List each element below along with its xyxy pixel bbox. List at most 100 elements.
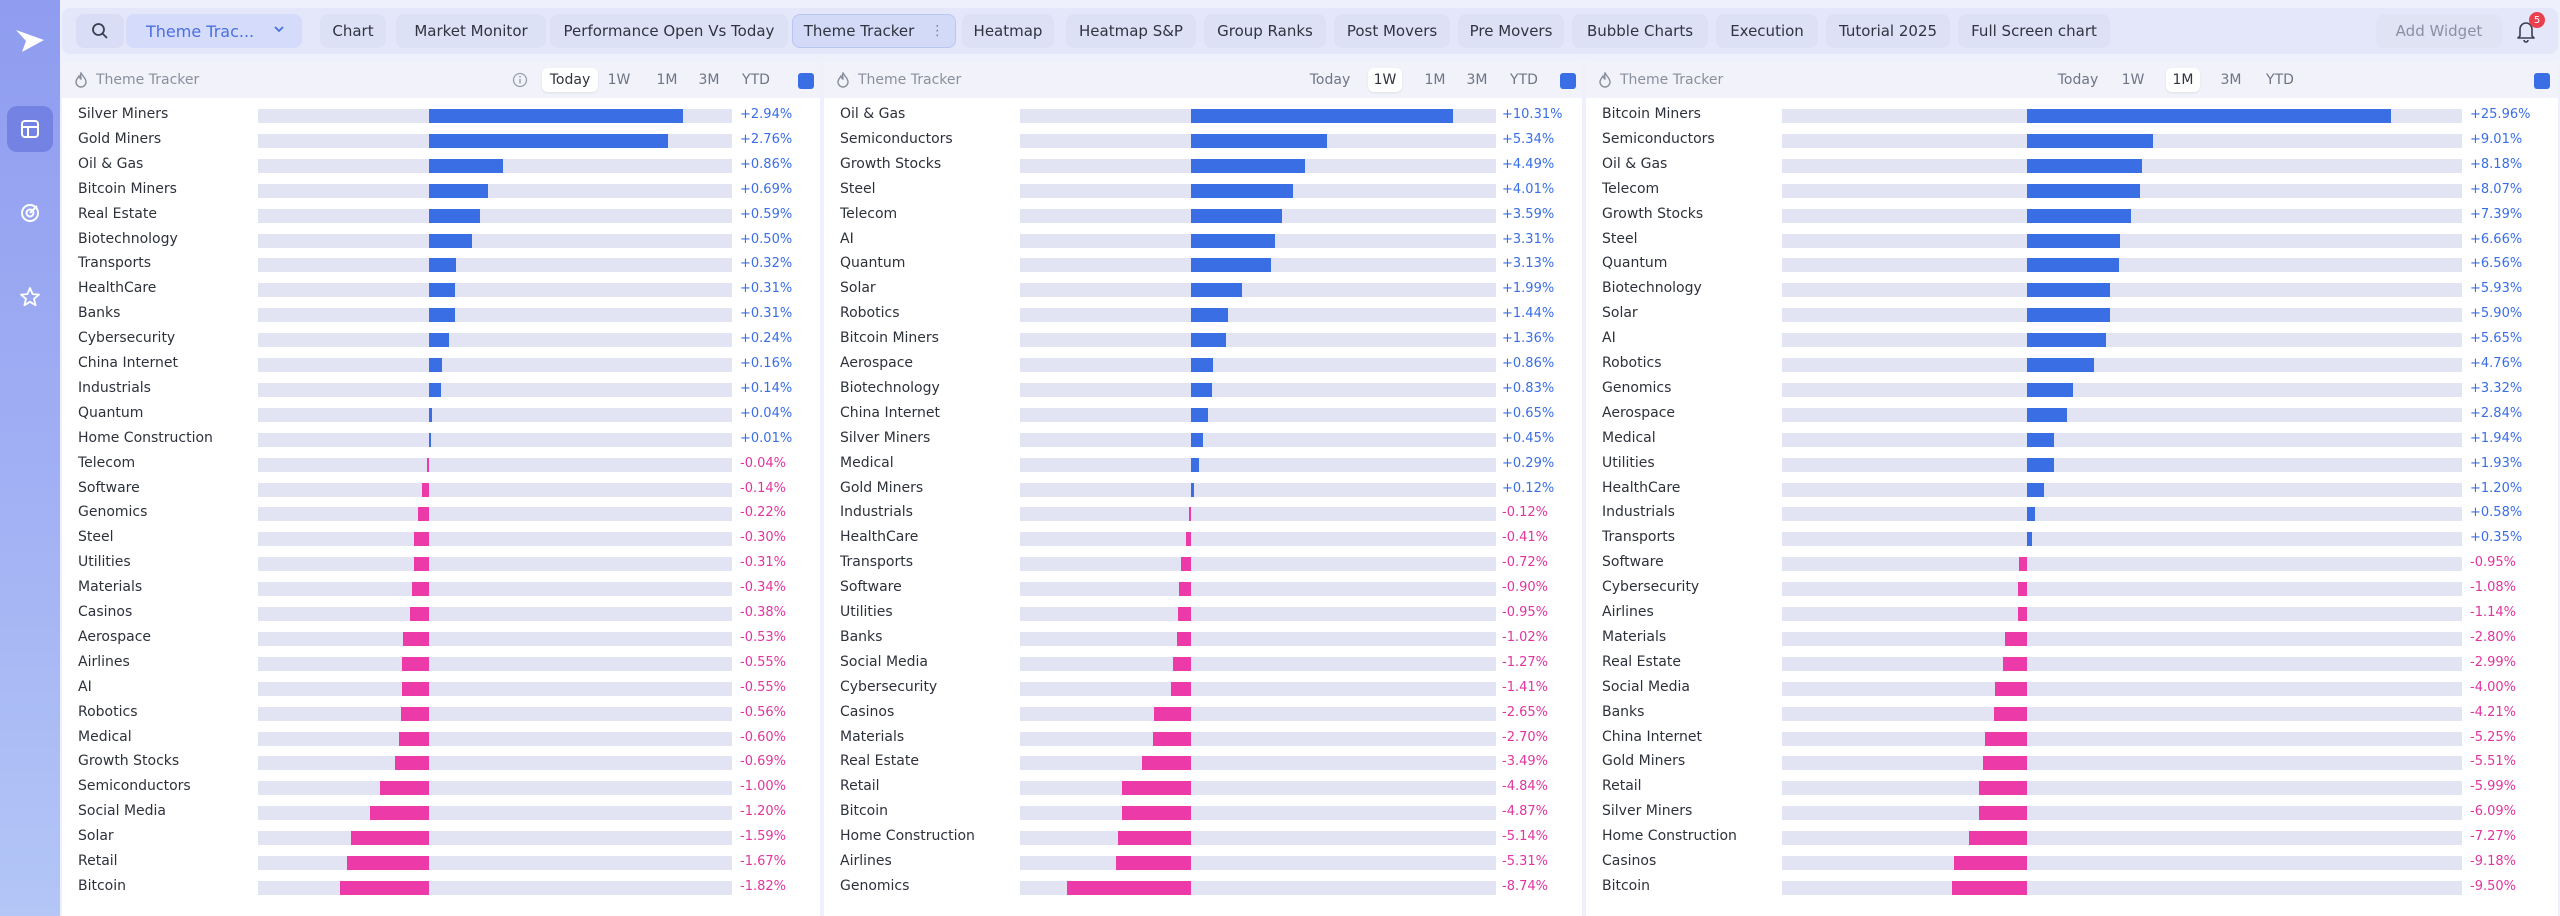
theme-name[interactable]: Biotechnology xyxy=(840,379,940,396)
theme-name[interactable]: Cybersecurity xyxy=(1602,579,1700,596)
tab-theme-tracker[interactable]: Theme Tracker ⋮ xyxy=(792,14,956,48)
theme-name[interactable]: Robotics xyxy=(78,703,138,720)
info-icon[interactable] xyxy=(512,72,528,88)
tab-heatmap[interactable]: Heatmap xyxy=(962,14,1054,48)
theme-name[interactable]: Bitcoin xyxy=(1602,877,1651,894)
theme-name[interactable]: Biotechnology xyxy=(78,230,178,247)
timeframe-3m[interactable]: 3M xyxy=(1466,72,1488,88)
theme-name[interactable]: Solar xyxy=(1602,305,1638,322)
theme-name[interactable]: China Internet xyxy=(840,404,941,421)
star-icon[interactable] xyxy=(7,274,53,320)
theme-name[interactable]: Utilities xyxy=(78,554,131,571)
theme-name[interactable]: Telecom xyxy=(1602,180,1660,197)
theme-name[interactable]: Industrials xyxy=(78,379,151,396)
timeframe-1w[interactable]: 1W xyxy=(607,72,631,88)
theme-name[interactable]: Genomics xyxy=(1602,379,1672,396)
theme-name[interactable]: Telecom xyxy=(840,205,898,222)
tab-heatmap-sp[interactable]: Heatmap S&P xyxy=(1066,14,1196,48)
theme-name[interactable]: Software xyxy=(840,579,902,596)
theme-name[interactable]: Silver Miners xyxy=(78,106,169,122)
theme-name[interactable]: Airlines xyxy=(840,853,892,869)
theme-name[interactable]: Retail xyxy=(840,778,880,795)
theme-name[interactable]: Aerospace xyxy=(840,355,914,371)
theme-name[interactable]: Solar xyxy=(78,828,114,845)
theme-name[interactable]: Social Media xyxy=(840,653,929,670)
timeframe-today[interactable]: Today xyxy=(542,68,598,92)
theme-name[interactable]: Genomics xyxy=(840,877,910,894)
theme-name[interactable]: Bitcoin Miners xyxy=(840,330,939,347)
theme-name[interactable]: Transports xyxy=(78,255,151,272)
theme-name[interactable]: Industrials xyxy=(840,504,913,521)
theme-name[interactable]: Steel xyxy=(78,529,114,546)
timeframe-3m[interactable]: 3M xyxy=(698,72,720,88)
theme-name[interactable]: Biotechnology xyxy=(1602,280,1702,297)
theme-name[interactable]: Transports xyxy=(1602,529,1675,546)
tab-bubble-charts[interactable]: Bubble Charts xyxy=(1572,14,1708,48)
tab-market-monitor[interactable]: Market Monitor xyxy=(396,14,546,48)
timeframe-1w[interactable]: 1W xyxy=(2121,72,2145,88)
theme-name[interactable]: Social Media xyxy=(78,803,167,820)
theme-name[interactable]: Materials xyxy=(78,579,143,596)
theme-name[interactable]: Quantum xyxy=(840,255,906,272)
tab-menu-icon[interactable]: ⋮ xyxy=(930,23,945,39)
theme-name[interactable]: Telecom xyxy=(78,454,136,471)
theme-name[interactable]: Gold Miners xyxy=(840,479,924,496)
theme-name[interactable]: Utilities xyxy=(1602,454,1655,471)
theme-name[interactable]: Genomics xyxy=(78,504,148,521)
timeframe-ytd[interactable]: YTD xyxy=(1510,72,1538,88)
theme-name[interactable]: Silver Miners xyxy=(840,429,931,446)
theme-name[interactable]: Bitcoin xyxy=(840,803,889,820)
theme-name[interactable]: Banks xyxy=(78,305,121,322)
timeframe-today[interactable]: Today xyxy=(2057,72,2099,88)
timeframe-1m[interactable]: 1M xyxy=(1424,72,1446,88)
add-widget-button[interactable]: Add Widget xyxy=(2376,14,2502,48)
theme-name[interactable]: HealthCare xyxy=(78,280,157,297)
theme-name[interactable]: Bitcoin Miners xyxy=(1602,106,1701,122)
tab-group-ranks[interactable]: Group Ranks xyxy=(1204,14,1326,48)
tab-tutorial-2025[interactable]: Tutorial 2025 xyxy=(1826,14,1950,48)
theme-name[interactable]: Social Media xyxy=(1602,678,1691,695)
theme-name[interactable]: Bitcoin xyxy=(78,877,127,894)
theme-name[interactable]: Cybersecurity xyxy=(78,330,176,347)
theme-name[interactable]: Banks xyxy=(840,628,883,645)
theme-name[interactable]: Real Estate xyxy=(840,753,919,770)
theme-name[interactable]: Materials xyxy=(840,728,905,745)
theme-name[interactable]: Utilities xyxy=(840,604,893,620)
theme-name[interactable]: Home Construction xyxy=(840,828,975,845)
theme-name[interactable]: Medical xyxy=(1602,429,1656,446)
tab-post-movers[interactable]: Post Movers xyxy=(1334,14,1450,48)
theme-name[interactable]: Solar xyxy=(840,280,876,297)
theme-name[interactable]: Banks xyxy=(1602,703,1645,720)
logo-icon[interactable] xyxy=(14,28,46,56)
theme-name[interactable]: Steel xyxy=(1602,230,1638,247)
theme-name[interactable]: Semiconductors xyxy=(1602,130,1715,147)
theme-name[interactable]: Real Estate xyxy=(1602,653,1681,670)
theme-name[interactable]: Growth Stocks xyxy=(1602,205,1704,222)
theme-name[interactable]: Robotics xyxy=(840,305,900,322)
timeframe-1m[interactable]: 1M xyxy=(2166,68,2200,92)
theme-name[interactable]: Transports xyxy=(840,554,913,571)
theme-name[interactable]: Cybersecurity xyxy=(840,678,938,695)
theme-name[interactable]: Aerospace xyxy=(1602,404,1676,421)
tab-performance-open-vs-today[interactable]: Performance Open Vs Today xyxy=(550,14,788,48)
theme-name[interactable]: Casinos xyxy=(840,703,895,720)
theme-name[interactable]: Gold Miners xyxy=(78,130,162,147)
theme-name[interactable]: Home Construction xyxy=(78,429,213,446)
theme-name[interactable]: Industrials xyxy=(1602,504,1675,521)
theme-name[interactable]: Materials xyxy=(1602,628,1667,645)
theme-name[interactable]: Software xyxy=(78,479,140,496)
theme-name[interactable]: Silver Miners xyxy=(1602,803,1693,820)
theme-name[interactable]: Steel xyxy=(840,180,876,197)
theme-name[interactable]: HealthCare xyxy=(840,529,919,546)
theme-name[interactable]: Home Construction xyxy=(1602,828,1737,845)
theme-name[interactable]: Airlines xyxy=(1602,604,1654,620)
color-toggle[interactable] xyxy=(2534,73,2550,89)
theme-name[interactable]: Airlines xyxy=(78,653,130,670)
timeframe-1m[interactable]: 1M xyxy=(656,72,678,88)
theme-name[interactable]: China Internet xyxy=(78,355,179,371)
theme-name[interactable]: Growth Stocks xyxy=(78,753,180,770)
theme-name[interactable]: Retail xyxy=(1602,778,1642,795)
theme-name[interactable]: Gold Miners xyxy=(1602,753,1686,770)
theme-name[interactable]: China Internet xyxy=(1602,728,1703,745)
theme-name[interactable]: Quantum xyxy=(1602,255,1668,272)
